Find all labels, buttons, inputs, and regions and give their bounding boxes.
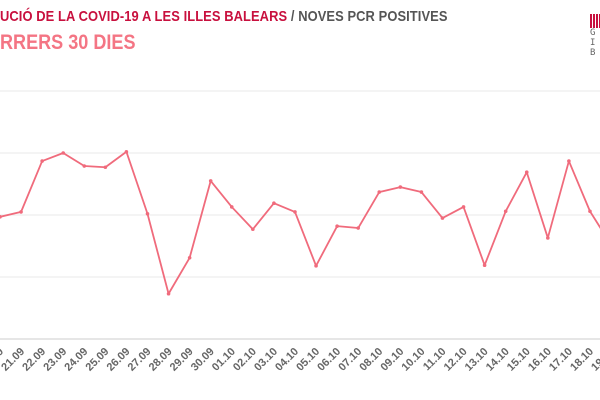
data-point (40, 159, 44, 163)
x-tick-label: 21.09 (0, 346, 27, 374)
chart-title: UCIÓ DE LA COVID-19 A LES ILLES BALEARS … (0, 8, 448, 25)
x-tick-label: 02.10 (231, 346, 259, 374)
data-point (103, 165, 108, 170)
title-sub: NOVES PCR POSITIVES (298, 8, 448, 25)
x-tick-label: 19.10 (589, 346, 600, 374)
data-point (166, 291, 171, 296)
data-point (314, 264, 318, 268)
series-line (0, 150, 600, 295)
x-tick-label: 01.10 (210, 346, 238, 374)
data-point (356, 226, 360, 230)
data-point (503, 209, 508, 214)
data-point (19, 210, 23, 214)
x-tick-label: 16.10 (526, 346, 554, 374)
x-tick-label: 13.10 (463, 346, 491, 374)
data-point (61, 151, 66, 155)
x-tick-label: 26.09 (105, 346, 133, 374)
data-point (208, 179, 213, 183)
x-tick-label: 23.09 (41, 346, 69, 374)
data-point (335, 224, 339, 228)
x-tick-label: 22.09 (20, 346, 48, 374)
data-point (377, 190, 382, 194)
x-tick-label: 15.10 (505, 346, 533, 374)
x-tick-label: 05.10 (294, 346, 322, 374)
x-tick-label: 07.10 (336, 346, 364, 374)
x-tick-label: 30.09 (189, 346, 217, 374)
data-point (524, 170, 529, 175)
data-point (229, 205, 234, 209)
data-point (440, 216, 445, 220)
x-tick-label: 27.09 (126, 346, 154, 374)
x-tick-label: 29.09 (168, 346, 196, 374)
data-point (251, 227, 255, 232)
data-point (124, 149, 129, 154)
x-tick-label: 08.10 (357, 346, 385, 374)
data-point (398, 185, 403, 189)
data-point (482, 263, 487, 268)
x-tick-label: 24.09 (62, 346, 90, 374)
x-tick-label: 04.10 (273, 346, 301, 374)
x-tick-label: 12.10 (442, 346, 470, 374)
data-point (82, 164, 87, 168)
data-point (293, 210, 297, 214)
x-tick-label: 10.10 (400, 346, 428, 374)
data-point (145, 211, 150, 216)
title-main: UCIÓ DE LA COVID-19 A LES ILLES BALEARS (0, 8, 288, 25)
data-point (461, 205, 466, 209)
data-point (187, 255, 192, 260)
data-point (419, 190, 424, 194)
data-point (588, 209, 592, 214)
x-tick-label: 25.09 (84, 346, 112, 374)
x-tick-label: 09.10 (378, 346, 406, 374)
chart-subtitle: RRERS 30 DIES (0, 31, 136, 54)
logo-bars-icon (590, 14, 600, 28)
x-tick-label: 03.10 (252, 346, 280, 374)
data-point (546, 236, 550, 240)
x-tick-label: 18.10 (568, 346, 596, 374)
data-point (567, 159, 571, 163)
x-tick-label: 14.10 (484, 346, 512, 374)
data-point (272, 201, 276, 206)
x-tick-label: 28.09 (147, 346, 175, 374)
x-tick-label: 17.10 (547, 346, 575, 374)
title-separator: / (287, 8, 299, 25)
data-point (0, 215, 2, 219)
x-tick-label: 06.10 (315, 346, 343, 374)
